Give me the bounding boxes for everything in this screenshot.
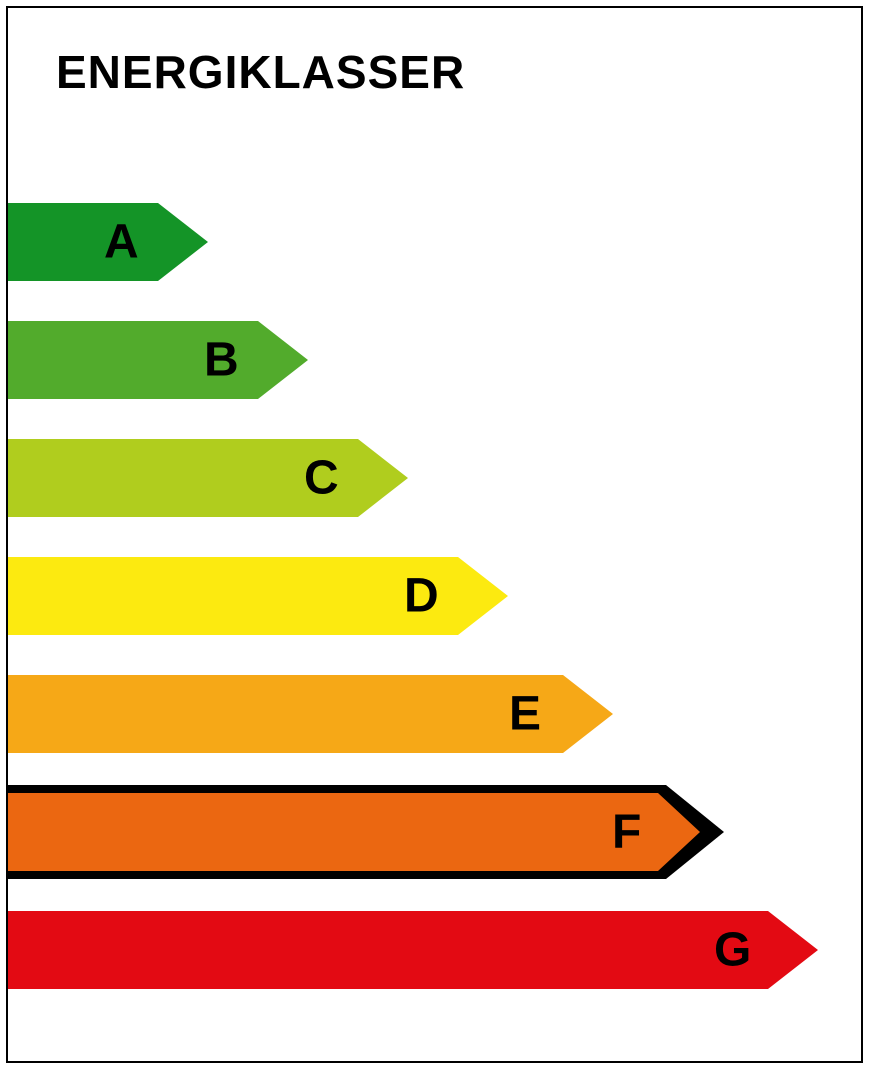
energy-arrow-c: C bbox=[8, 439, 412, 521]
page-title: ENERGIKLASSER bbox=[56, 45, 465, 99]
energy-arrow-d: D bbox=[8, 557, 512, 639]
energy-arrow-f: F bbox=[8, 785, 728, 883]
energy-arrow-label: C bbox=[304, 451, 339, 506]
energy-arrow-b: B bbox=[8, 321, 312, 403]
energy-arrow-label: G bbox=[714, 923, 751, 978]
energy-arrow-label: E bbox=[509, 687, 541, 742]
energy-arrow-e: E bbox=[8, 675, 617, 757]
energy-arrow-label: D bbox=[404, 569, 439, 624]
outer-frame bbox=[6, 6, 863, 1063]
energy-arrow-label: F bbox=[612, 805, 641, 860]
energy-arrow-label: B bbox=[204, 333, 239, 388]
energy-arrow-label: A bbox=[104, 215, 139, 270]
energy-arrow-g: G bbox=[8, 911, 822, 993]
energy-arrow-a: A bbox=[8, 203, 212, 285]
